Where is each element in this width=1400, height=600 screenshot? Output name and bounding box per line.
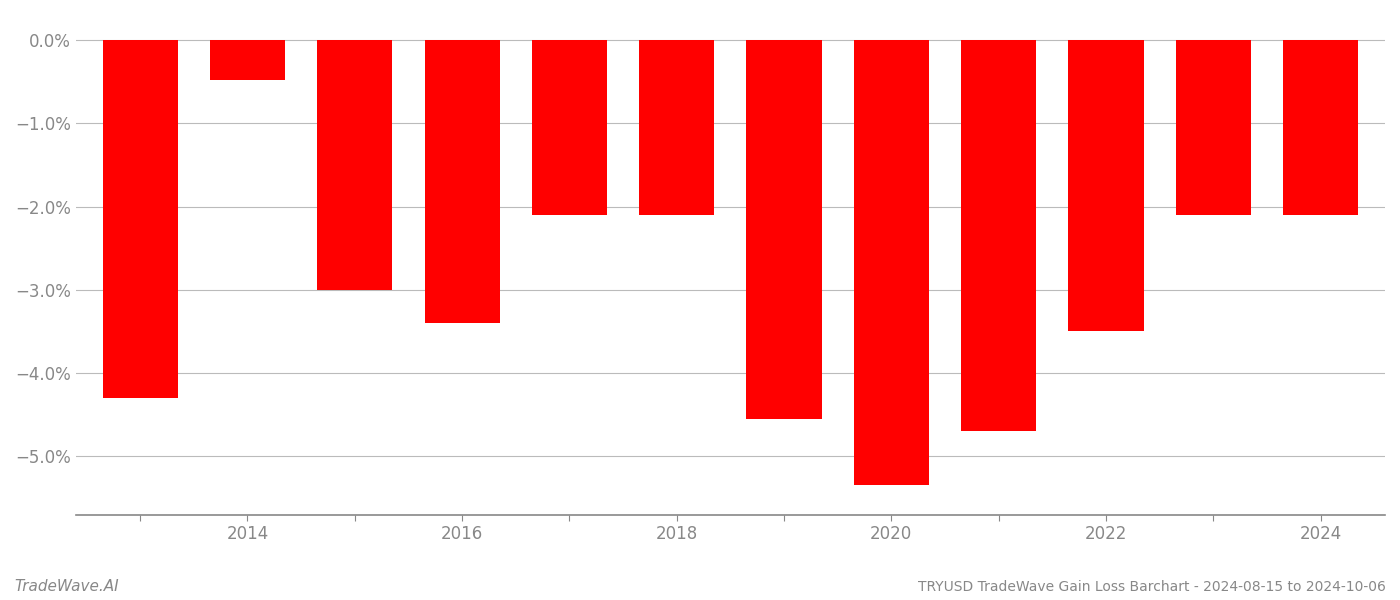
Bar <box>1176 40 1250 215</box>
Bar <box>424 40 500 323</box>
Bar <box>532 40 608 215</box>
Bar <box>746 40 822 419</box>
Bar <box>640 40 714 215</box>
Bar <box>102 40 178 398</box>
Bar <box>210 40 286 80</box>
Text: TRYUSD TradeWave Gain Loss Barchart - 2024-08-15 to 2024-10-06: TRYUSD TradeWave Gain Loss Barchart - 20… <box>918 580 1386 594</box>
Text: TradeWave.AI: TradeWave.AI <box>14 579 119 594</box>
Bar <box>854 40 930 485</box>
Bar <box>318 40 392 290</box>
Bar <box>960 40 1036 431</box>
Bar <box>1068 40 1144 331</box>
Bar <box>1282 40 1358 215</box>
